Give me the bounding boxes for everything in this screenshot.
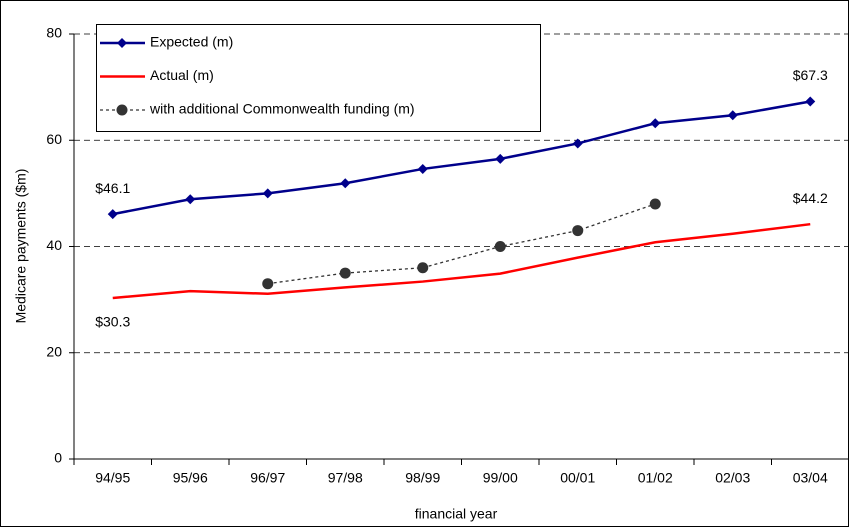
x-tick-label: 94/95	[95, 470, 130, 486]
y-tick-label: 20	[46, 343, 62, 359]
data-label: $67.3	[793, 67, 828, 83]
point	[117, 38, 127, 48]
point	[572, 138, 583, 149]
x-tick-label: 98/99	[405, 470, 440, 486]
x-tick-label: 99/00	[483, 470, 518, 486]
point	[649, 198, 661, 210]
x-tick-label: 96/97	[250, 470, 285, 486]
y-axis-title: Medicare payments ($m)	[13, 169, 29, 324]
point	[417, 163, 428, 174]
x-tick-label: 03/04	[793, 470, 828, 486]
y-tick-label: 80	[46, 25, 62, 41]
series-line	[112, 222, 811, 300]
legend-box	[96, 24, 541, 132]
legend: Expected (m) Actual (m) with additional Co…	[96, 24, 541, 132]
point	[262, 278, 274, 290]
point	[494, 241, 506, 252]
y-tick-label: 60	[46, 131, 62, 147]
point	[116, 104, 128, 116]
point	[572, 225, 584, 237]
x-tick-label: 00/01	[560, 470, 595, 486]
x-tick-label: 02/03	[715, 470, 750, 486]
series-line	[112, 100, 811, 216]
x-axis-title: financial year	[415, 506, 498, 522]
point	[727, 110, 738, 121]
point	[340, 178, 351, 189]
data-label: $30.3	[95, 314, 130, 330]
point	[107, 209, 118, 220]
legend-label: Actual (m)	[150, 67, 214, 83]
x-tick-label: 95/96	[173, 470, 208, 486]
point	[495, 153, 506, 164]
point	[262, 188, 273, 199]
point	[185, 194, 196, 205]
point	[805, 96, 816, 107]
x-tick-label: 97/98	[328, 470, 363, 486]
x-tick-label: 01/02	[638, 470, 673, 486]
point	[650, 118, 661, 129]
y-tick-label: 0	[54, 450, 62, 466]
legend-label: with additional Commonwealth funding (m)	[149, 101, 415, 117]
data-label: $46.1	[95, 180, 130, 196]
point	[339, 267, 351, 279]
point	[417, 262, 429, 274]
data-label: $44.2	[793, 190, 828, 206]
y-tick-label: 40	[46, 237, 62, 253]
legend-label: Expected (m)	[150, 34, 233, 50]
